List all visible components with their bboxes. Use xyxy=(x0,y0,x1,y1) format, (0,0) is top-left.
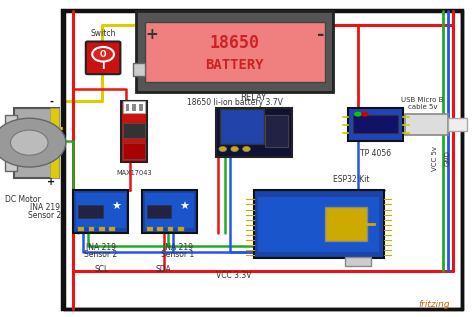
Bar xyxy=(123,122,145,138)
Bar xyxy=(145,22,325,82)
Text: MAX17043: MAX17043 xyxy=(116,170,152,176)
Text: cable 5v: cable 5v xyxy=(408,104,437,110)
Text: SCL: SCL xyxy=(95,265,109,274)
Bar xyxy=(345,257,371,266)
Text: Sensor 2: Sensor 2 xyxy=(84,250,118,259)
Text: Switch: Switch xyxy=(91,29,116,38)
Text: VCC 5v: VCC 5v xyxy=(432,146,438,171)
Bar xyxy=(157,227,163,231)
Text: -: - xyxy=(317,26,325,44)
Bar xyxy=(99,227,105,231)
Bar xyxy=(147,227,153,231)
Text: +: + xyxy=(146,27,158,42)
Bar xyxy=(220,109,264,144)
Text: ★: ★ xyxy=(111,202,121,212)
Circle shape xyxy=(354,112,362,117)
Text: ESP32 Kit: ESP32 Kit xyxy=(333,176,370,184)
Text: +: + xyxy=(47,178,55,187)
FancyBboxPatch shape xyxy=(86,42,120,74)
Text: RELAY: RELAY xyxy=(240,93,267,102)
Bar xyxy=(126,104,129,111)
Bar xyxy=(78,227,84,231)
Text: 18650: 18650 xyxy=(210,34,260,52)
Bar xyxy=(178,227,184,231)
Circle shape xyxy=(92,47,114,61)
Bar xyxy=(109,227,115,231)
Text: TP 4056: TP 4056 xyxy=(360,149,391,158)
Text: Sensor 2: Sensor 2 xyxy=(28,211,62,220)
Bar xyxy=(145,193,194,228)
Text: INA 219: INA 219 xyxy=(86,243,116,251)
Bar xyxy=(136,11,333,92)
Text: ★: ★ xyxy=(180,202,190,212)
Text: I: I xyxy=(101,61,105,71)
Bar xyxy=(448,118,467,131)
Bar xyxy=(76,193,126,228)
Text: DC Motor: DC Motor xyxy=(5,195,40,204)
Bar xyxy=(142,190,197,233)
Text: INA 219: INA 219 xyxy=(163,243,192,251)
Bar xyxy=(50,108,59,178)
Bar xyxy=(139,104,143,111)
Bar xyxy=(168,227,173,231)
Bar xyxy=(123,101,145,113)
Text: O: O xyxy=(100,50,106,59)
Bar xyxy=(265,115,288,147)
Bar xyxy=(73,190,128,233)
Bar xyxy=(133,63,145,76)
Text: 18650 li-ion battery 3.7V: 18650 li-ion battery 3.7V xyxy=(187,98,283,107)
Text: INA 219: INA 219 xyxy=(30,203,60,212)
Text: GND: GND xyxy=(445,151,451,166)
Text: -: - xyxy=(49,97,53,107)
Bar xyxy=(353,115,398,133)
Bar xyxy=(132,104,136,111)
Circle shape xyxy=(219,146,227,152)
Circle shape xyxy=(361,112,369,117)
Bar xyxy=(147,205,172,218)
Text: BATTERY: BATTERY xyxy=(205,58,264,72)
Bar xyxy=(62,10,462,309)
Bar xyxy=(123,143,145,158)
Bar xyxy=(14,108,59,178)
Bar xyxy=(78,205,103,218)
Text: fritzing: fritzing xyxy=(418,300,449,309)
Bar xyxy=(89,227,94,231)
Text: USB Micro B: USB Micro B xyxy=(401,97,444,103)
Bar xyxy=(216,108,292,157)
Circle shape xyxy=(10,130,48,155)
Bar xyxy=(5,115,17,171)
Bar xyxy=(121,101,147,162)
Bar xyxy=(325,207,367,241)
Text: SDA: SDA xyxy=(155,265,172,274)
Circle shape xyxy=(231,146,238,152)
Text: Sensor 1: Sensor 1 xyxy=(161,250,194,259)
Circle shape xyxy=(0,118,66,167)
Text: VCC 3.3V: VCC 3.3V xyxy=(216,271,251,280)
Circle shape xyxy=(243,146,250,152)
Bar xyxy=(258,197,379,252)
Bar xyxy=(254,190,384,258)
Bar xyxy=(348,108,403,141)
Bar xyxy=(405,114,448,135)
